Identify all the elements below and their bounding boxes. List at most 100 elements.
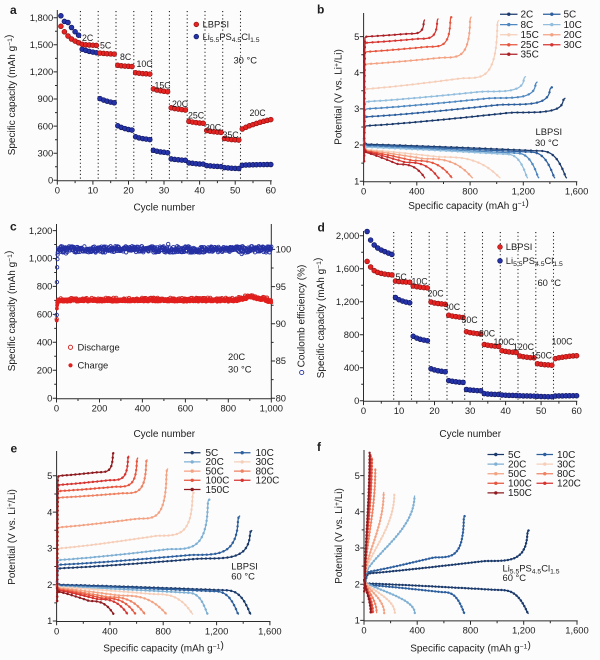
svg-text:1,200: 1,200	[512, 186, 535, 197]
svg-text:300: 300	[38, 147, 54, 158]
svg-text:0: 0	[361, 186, 366, 197]
svg-text:85: 85	[276, 355, 286, 366]
svg-text:60 °C: 60 °C	[503, 572, 527, 583]
svg-text:Specific capacity (mAh g−1): Specific capacity (mAh g−1)	[103, 641, 224, 655]
svg-text:20: 20	[429, 405, 439, 416]
svg-text:LBPSI: LBPSI	[231, 561, 258, 572]
svg-text:400: 400	[102, 625, 118, 636]
svg-text:60 °C: 60 °C	[231, 571, 255, 582]
svg-text:900: 900	[38, 93, 54, 104]
svg-text:30: 30	[159, 185, 169, 196]
svg-text:5: 5	[47, 470, 52, 481]
svg-text:30: 30	[465, 405, 475, 416]
svg-text:5: 5	[355, 470, 360, 481]
svg-text:35C: 35C	[223, 130, 240, 140]
svg-text:4: 4	[355, 506, 360, 517]
svg-text:5C: 5C	[206, 448, 219, 459]
svg-text:0: 0	[54, 625, 59, 636]
svg-text:50C: 50C	[462, 315, 479, 325]
svg-text:1: 1	[354, 175, 359, 186]
svg-text:1,200: 1,200	[30, 66, 53, 77]
svg-text:60: 60	[571, 405, 581, 416]
svg-text:400: 400	[135, 403, 151, 414]
svg-text:80: 80	[276, 392, 286, 403]
svg-text:LBPSI: LBPSI	[506, 241, 533, 252]
svg-text:5C: 5C	[564, 10, 577, 21]
svg-text:100C: 100C	[552, 337, 574, 347]
svg-text:f: f	[317, 440, 322, 454]
svg-text:1,000: 1,000	[29, 253, 52, 264]
svg-text:120C: 120C	[557, 479, 581, 490]
svg-text:400: 400	[409, 186, 425, 197]
svg-text:e: e	[11, 442, 18, 456]
svg-text:60: 60	[266, 185, 276, 196]
svg-text:Specific capacity (mAh g−1): Specific capacity (mAh g−1)	[4, 251, 18, 372]
svg-text:10C: 10C	[256, 448, 274, 459]
svg-text:20C: 20C	[428, 289, 445, 299]
svg-text:30C: 30C	[256, 457, 274, 468]
svg-text:20C: 20C	[228, 351, 245, 362]
svg-text:80C: 80C	[479, 329, 496, 339]
svg-text:20C: 20C	[564, 30, 582, 41]
svg-text:1,200: 1,200	[512, 625, 535, 636]
svg-text:50C: 50C	[206, 466, 224, 477]
svg-text:0: 0	[47, 392, 52, 403]
svg-text:30C: 30C	[444, 302, 461, 312]
svg-text:1: 1	[355, 615, 360, 626]
svg-text:2: 2	[47, 579, 52, 590]
svg-text:30C: 30C	[205, 123, 222, 133]
svg-text:400: 400	[409, 625, 425, 636]
svg-text:Charge: Charge	[78, 360, 109, 371]
svg-text:150C: 150C	[206, 485, 230, 496]
svg-text:100C: 100C	[206, 476, 230, 487]
svg-text:Cycle number: Cycle number	[133, 429, 195, 440]
svg-text:20C: 20C	[172, 99, 189, 109]
svg-text:50C: 50C	[508, 469, 526, 480]
svg-text:a: a	[10, 3, 17, 17]
svg-text:2: 2	[355, 578, 360, 589]
svg-text:600: 600	[178, 403, 194, 414]
svg-text:Specific capacity (mAh g−1): Specific capacity (mAh g−1)	[410, 641, 531, 655]
svg-text:100C: 100C	[494, 337, 516, 347]
svg-text:Potential (V vs. Li+/Li): Potential (V vs. Li+/Li)	[334, 49, 345, 145]
svg-text:40: 40	[500, 405, 510, 416]
svg-text:600: 600	[37, 309, 53, 320]
svg-text:10C: 10C	[412, 277, 429, 287]
svg-text:Cycle number: Cycle number	[133, 203, 195, 214]
svg-text:1,200: 1,200	[336, 296, 359, 307]
svg-text:Li5.5PS4.5Cl1.5: Li5.5PS4.5Cl1.5	[506, 255, 563, 268]
svg-text:0: 0	[361, 625, 366, 636]
svg-text:50: 50	[536, 405, 546, 416]
svg-text:200: 200	[37, 365, 53, 376]
svg-text:4: 4	[47, 506, 52, 517]
svg-text:c: c	[10, 220, 17, 234]
svg-text:30C: 30C	[564, 40, 582, 51]
svg-text:5C: 5C	[508, 450, 521, 461]
svg-text:8C: 8C	[120, 52, 132, 62]
svg-text:Cycle number: Cycle number	[439, 429, 501, 440]
svg-text:800: 800	[463, 625, 479, 636]
svg-text:60 °C: 60 °C	[537, 277, 561, 288]
svg-text:90: 90	[276, 318, 286, 329]
svg-text:80C: 80C	[256, 466, 274, 477]
svg-text:25C: 25C	[521, 40, 539, 51]
svg-text:50: 50	[230, 185, 240, 196]
svg-text:0: 0	[55, 185, 60, 196]
svg-text:1,200: 1,200	[205, 625, 228, 636]
svg-text:2C: 2C	[521, 10, 534, 21]
svg-text:95: 95	[276, 281, 286, 292]
svg-text:100: 100	[276, 244, 292, 255]
svg-text:8C: 8C	[521, 20, 534, 31]
svg-text:150C: 150C	[531, 351, 553, 361]
svg-text:2: 2	[354, 139, 359, 150]
svg-text:1,500: 1,500	[30, 39, 53, 50]
svg-text:30 °C: 30 °C	[535, 137, 559, 148]
svg-text:400: 400	[344, 362, 360, 373]
svg-text:800: 800	[462, 186, 478, 197]
svg-text:2C: 2C	[82, 33, 94, 43]
svg-text:15C: 15C	[521, 30, 539, 41]
svg-text:20C: 20C	[250, 108, 267, 118]
svg-text:20C: 20C	[508, 459, 526, 470]
svg-text:1,800: 1,800	[30, 12, 53, 23]
svg-text:Coulomb efficiency (%): Coulomb efficiency (%)	[297, 265, 308, 368]
